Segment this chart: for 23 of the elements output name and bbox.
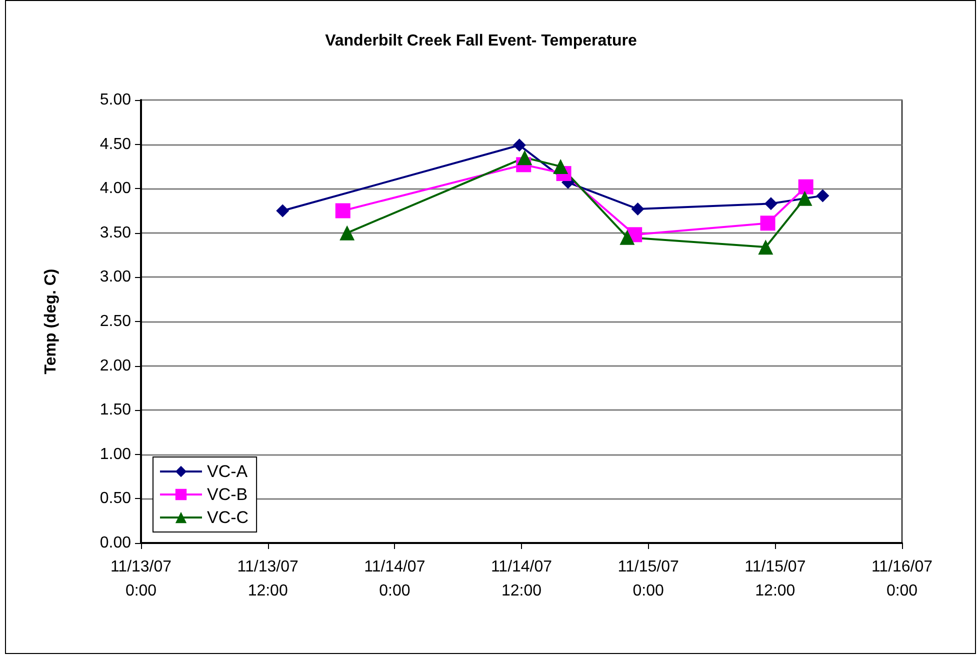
y-tick-label: 1.50 [100, 402, 132, 419]
x-tick-label: 11/15/07 12:00 [744, 558, 806, 600]
x-tick-label: 11/14/07 12:00 [490, 558, 552, 600]
y-tick-label: 3.00 [100, 268, 132, 286]
y-axis-title: Temp (deg. C) [42, 268, 60, 374]
y-tick-label: 3.50 [100, 224, 132, 242]
y-tick-label: 4.50 [100, 136, 132, 153]
y-tick-label: 2.50 [100, 313, 132, 330]
y-tick-label: 0.50 [100, 490, 132, 508]
legend-label: VC-A [207, 462, 248, 481]
y-tick-label: 2.00 [100, 357, 132, 374]
chart-title: Vanderbilt Creek Fall Event- Temperature [325, 32, 637, 50]
x-tick-label: 11/14/07 0:00 [364, 558, 426, 600]
x-tick-label: 11/16/07 0:00 [871, 558, 933, 600]
legend-label: VC-C [207, 508, 249, 527]
y-tick-label: 5.00 [100, 92, 132, 108]
x-tick-label: 11/15/07 0:00 [618, 558, 679, 600]
x-tick-label: 11/13/07 12:00 [237, 558, 298, 600]
y-tick-label: 4.00 [100, 180, 132, 198]
y-tick-label: 0.00 [100, 534, 132, 552]
x-tick-label: 11/13/07 0:00 [110, 558, 172, 600]
y-tick-label: 1.00 [100, 446, 132, 463]
legend-label: VC-B [207, 485, 248, 504]
